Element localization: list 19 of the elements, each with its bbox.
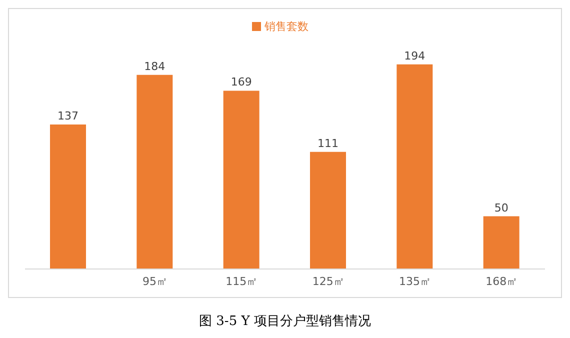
x-tick-label: 95㎡: [142, 274, 168, 288]
bar: [483, 216, 520, 269]
bar: [310, 152, 346, 269]
bar: [136, 74, 173, 269]
x-tick-label: 115㎡: [226, 274, 258, 288]
data-label: 111: [318, 136, 338, 150]
bar: [396, 64, 433, 269]
bar: [50, 124, 86, 269]
data-label: 194: [404, 49, 426, 62]
x-tick-label: 125㎡: [312, 274, 344, 288]
data-label: 169: [230, 76, 252, 89]
x-tick-label: 168㎡: [486, 274, 518, 288]
legend-label: 销售套数: [264, 20, 308, 33]
x-tick-label: 135㎡: [399, 274, 431, 288]
data-label: 137: [58, 109, 78, 122]
data-label: 184: [144, 60, 166, 73]
bar: [223, 90, 260, 269]
data-label: 50: [494, 201, 508, 214]
text: 图 3-5 Y 项目分户型销售情况: [198, 313, 372, 330]
